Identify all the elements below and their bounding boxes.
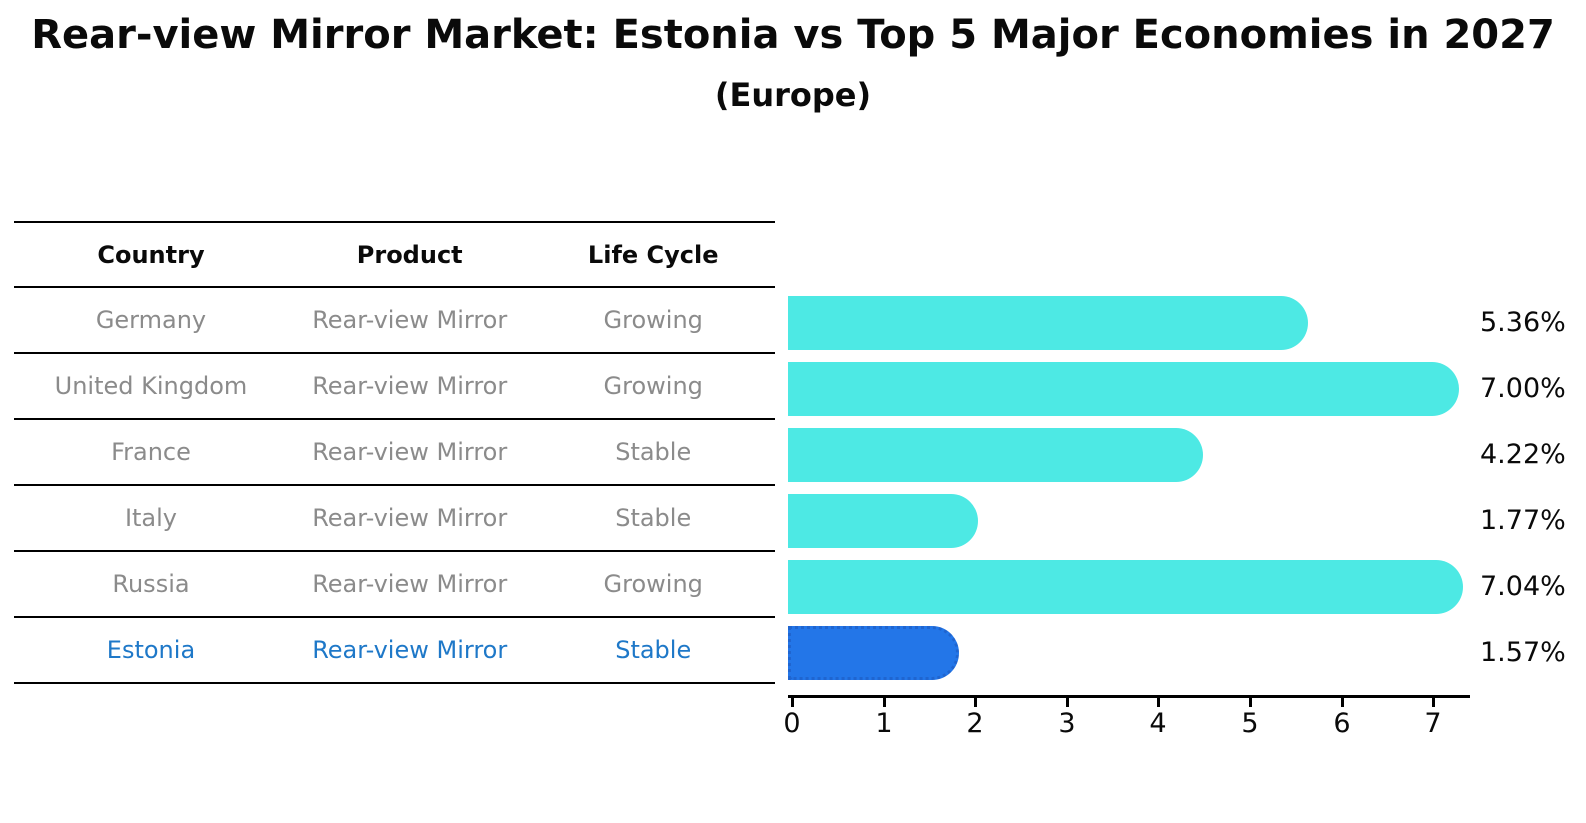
x-axis-line bbox=[788, 695, 1470, 698]
table-header-country: Country bbox=[97, 241, 205, 269]
bar-value-label: 7.00% bbox=[1480, 373, 1566, 404]
x-tick-label: 2 bbox=[966, 708, 984, 739]
x-tick-mark bbox=[883, 698, 886, 707]
bar-united-kingdom bbox=[788, 362, 1459, 416]
table-cell-country: France bbox=[111, 438, 191, 466]
x-tick-label: 6 bbox=[1333, 708, 1351, 739]
chart-subtitle: (Europe) bbox=[714, 76, 872, 114]
bar-italy bbox=[788, 494, 978, 548]
x-tick-label: 3 bbox=[1058, 708, 1076, 739]
table-row-germany: Germany Rear-view Mirror Growing bbox=[14, 288, 775, 354]
table-row-estonia: Estonia Rear-view Mirror Stable bbox=[14, 618, 775, 684]
table-cell-product: Rear-view Mirror bbox=[312, 570, 508, 598]
table-cell-life-cycle: Growing bbox=[603, 306, 703, 334]
table-row-united-kingdom: United Kingdom Rear-view Mirror Growing bbox=[14, 354, 775, 420]
bar-russia bbox=[788, 560, 1463, 614]
table-row-france: France Rear-view Mirror Stable bbox=[14, 420, 775, 486]
x-tick-mark bbox=[974, 698, 977, 707]
table-cell-life-cycle: Stable bbox=[615, 438, 692, 466]
x-tick-label: 4 bbox=[1149, 708, 1167, 739]
table-row-italy: Italy Rear-view Mirror Stable bbox=[14, 486, 775, 552]
table-cell-country: Germany bbox=[95, 306, 207, 334]
x-tick-mark bbox=[1249, 698, 1252, 707]
table-cell-life-cycle: Growing bbox=[603, 372, 703, 400]
table-cell-product: Rear-view Mirror bbox=[312, 504, 508, 532]
bar-france bbox=[788, 428, 1203, 482]
table-row-russia: Russia Rear-view Mirror Growing bbox=[14, 552, 775, 618]
x-tick-label: 5 bbox=[1241, 708, 1259, 739]
table-header-product: Product bbox=[356, 241, 463, 269]
x-tick-label: 1 bbox=[875, 708, 893, 739]
table-cell-country: Italy bbox=[124, 504, 178, 532]
table-cell-product: Rear-view Mirror bbox=[312, 438, 508, 466]
table-body: Germany Rear-view Mirror Growing United Kin… bbox=[14, 288, 775, 684]
x-tick-mark bbox=[791, 698, 794, 707]
x-tick-mark bbox=[1157, 698, 1160, 707]
x-tick-label: 0 bbox=[783, 708, 801, 739]
bar-value-label: 4.22% bbox=[1480, 439, 1566, 470]
x-tick-mark bbox=[1432, 698, 1435, 707]
table-cell-country: Russia bbox=[112, 570, 190, 598]
x-tick-label: 7 bbox=[1424, 708, 1442, 739]
table-cell-country: Estonia bbox=[106, 636, 196, 664]
table-cell-life-cycle: Stable bbox=[615, 636, 692, 664]
table-header-lifecycle: Life Cycle bbox=[587, 241, 719, 269]
table-cell-life-cycle: Stable bbox=[615, 504, 692, 532]
table-header-row: Country Product Life Cycle bbox=[14, 221, 775, 288]
table-cell-life-cycle: Growing bbox=[603, 570, 703, 598]
table-cell-product: Rear-view Mirror bbox=[312, 372, 508, 400]
bar-estonia bbox=[788, 626, 959, 680]
bar-value-label: 5.36% bbox=[1480, 307, 1566, 338]
bar-value-label: 7.04% bbox=[1480, 571, 1566, 602]
x-tick-mark bbox=[1341, 698, 1344, 707]
table-cell-product: Rear-view Mirror bbox=[312, 306, 508, 334]
bar-germany bbox=[788, 296, 1308, 350]
bar-value-label: 1.57% bbox=[1480, 637, 1566, 668]
x-tick-mark bbox=[1066, 698, 1069, 707]
bar-value-label: 1.77% bbox=[1480, 505, 1566, 536]
country-table: Country Product Life Cycle Germany Rear-v… bbox=[14, 221, 775, 684]
table-cell-country: United Kingdom bbox=[54, 372, 248, 400]
table-cell-product: Rear-view Mirror bbox=[312, 636, 508, 664]
chart-title: Rear-view Mirror Market: Estonia vs Top … bbox=[31, 12, 1555, 58]
